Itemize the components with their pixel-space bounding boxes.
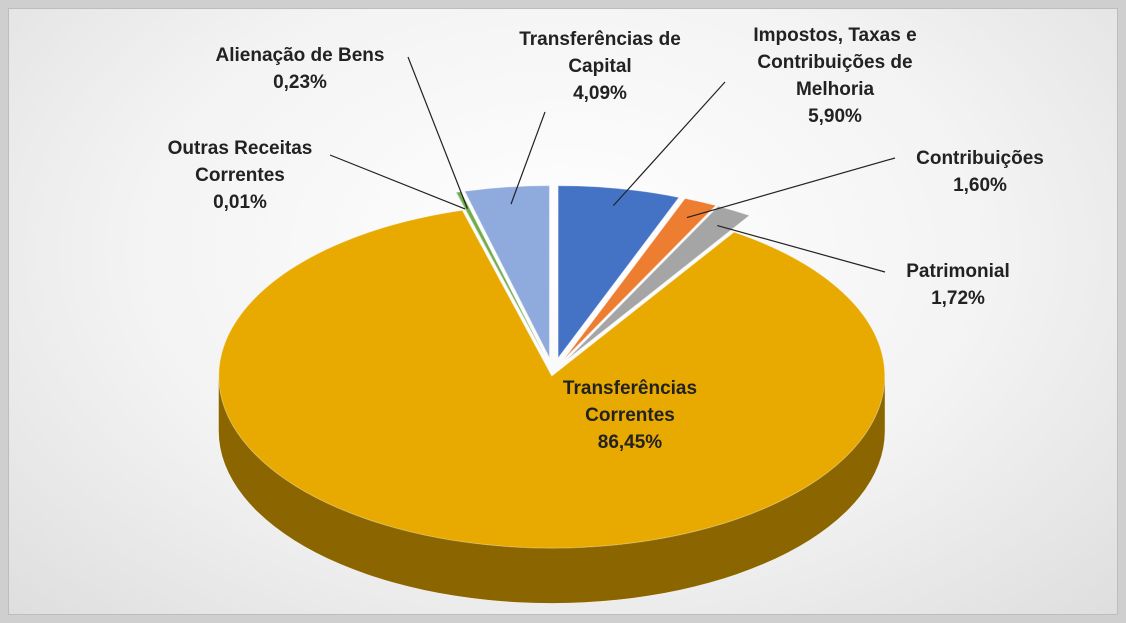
slice-label: Alienação de Bens 0,23% — [180, 42, 420, 96]
slice-shade — [218, 376, 885, 604]
category-label: Outras Receitas Correntes — [167, 138, 313, 186]
slice — [566, 205, 751, 360]
leader-line — [717, 224, 886, 273]
slice-label: Patrimonial 1,72% — [878, 258, 1038, 312]
slice-label: Outras Receitas Correntes 0,01% — [140, 135, 340, 216]
value-label: 0,23% — [273, 72, 327, 93]
slice-label: Impostos, Taxas e Contribuições de Melho… — [735, 22, 935, 130]
leader-line — [612, 81, 726, 207]
value-label: 1,60% — [953, 175, 1007, 196]
value-label: 1,72% — [931, 288, 985, 309]
slice — [218, 209, 886, 549]
value-label: 5,90% — [808, 106, 862, 127]
value-label: 4,09% — [573, 83, 627, 104]
slice-side — [218, 376, 885, 604]
category-label: Transferências Correntes — [562, 378, 698, 426]
slice — [557, 185, 680, 360]
leader-line — [510, 111, 546, 205]
leader-line — [686, 157, 896, 219]
category-label: Patrimonial — [906, 261, 1010, 282]
slice — [455, 191, 546, 359]
slice-label: Contribuições 1,60% — [890, 145, 1070, 199]
value-label: 0,01% — [213, 192, 267, 213]
leader-line — [329, 154, 466, 210]
slice — [464, 185, 550, 358]
category-label: Contribuições — [916, 148, 1044, 169]
category-label: Impostos, Taxas e Contribuições de Melho… — [753, 25, 917, 100]
category-label: Alienação de Bens — [215, 45, 385, 66]
leader-line — [407, 56, 468, 209]
slice — [564, 197, 717, 360]
value-label: 86,45% — [597, 432, 663, 453]
slice-label: Transferências Correntes 86,45% — [530, 375, 730, 456]
slice-label: Transferências de Capital 4,09% — [495, 26, 705, 107]
category-label: Transferências de Capital — [519, 29, 681, 77]
